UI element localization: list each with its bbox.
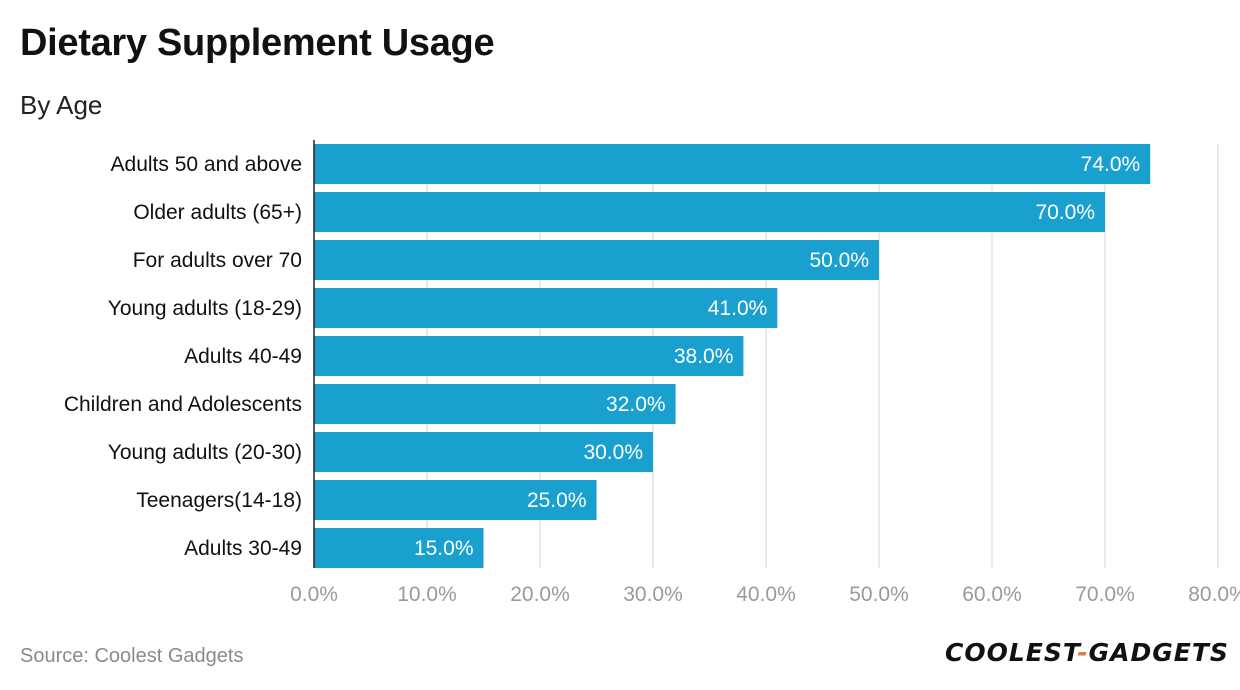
x-tick-label: 40.0% — [736, 583, 796, 606]
bar — [314, 480, 597, 520]
bar — [314, 384, 676, 424]
bar — [314, 240, 879, 280]
x-axis-ticks: 0.0% 10.0% 20.0% 30.0% 40.0% 50.0% 60.0% 70.0% 8… — [290, 583, 1240, 606]
brand-logo: COOLEST-GADGETS — [945, 638, 1229, 667]
value-labels: 74.0% 70.0% 50.0% 41.0% 38.0% 32.0% 30.0% 25.0%… — [414, 153, 1140, 560]
x-tick-label: 10.0% — [397, 583, 457, 606]
x-tick-label: 20.0% — [510, 583, 570, 606]
bar — [314, 144, 1151, 184]
category-label: Young adults (20-30) — [108, 441, 302, 464]
data-label: 30.0% — [583, 441, 643, 464]
x-tick-label: 80.0% — [1188, 583, 1240, 606]
data-label: 15.0% — [414, 537, 474, 560]
category-label: Children and Adolescents — [64, 393, 302, 416]
chart-title: Dietary Supplement Usage — [20, 22, 495, 64]
source-note: Source: Coolest Gadgets — [20, 645, 244, 667]
x-tick-label: 0.0% — [290, 583, 338, 606]
chart-subtitle: By Age — [20, 90, 103, 120]
category-label: Young adults (18-29) — [108, 297, 302, 320]
category-label: Adults 50 and above — [111, 153, 302, 176]
category-label: Teenagers(14-18) — [136, 489, 302, 512]
bars — [314, 144, 1151, 568]
category-label: For adults over 70 — [133, 249, 302, 272]
category-label: Adults 40-49 — [184, 345, 302, 368]
bar — [314, 432, 653, 472]
bar — [314, 528, 484, 568]
bar — [314, 288, 778, 328]
data-label: 38.0% — [674, 345, 734, 368]
brand-logo-right: GADGETS — [1088, 638, 1229, 667]
bar — [314, 336, 744, 376]
x-tick-label: 70.0% — [1075, 583, 1135, 606]
data-label: 74.0% — [1081, 153, 1141, 176]
brand-logo-dash: - — [1077, 638, 1089, 667]
x-tick-label: 60.0% — [962, 583, 1022, 606]
data-label: 41.0% — [708, 297, 768, 320]
category-label: Older adults (65+) — [133, 201, 302, 224]
x-tick-label: 50.0% — [849, 583, 909, 606]
bar — [314, 192, 1105, 232]
brand-logo-left: COOLEST — [945, 638, 1078, 667]
data-label: 70.0% — [1035, 201, 1095, 224]
data-label: 25.0% — [527, 489, 587, 512]
data-label: 32.0% — [606, 393, 666, 416]
category-labels: Adults 50 and above Older adults (65+) For… — [64, 153, 302, 560]
data-label: 50.0% — [809, 249, 869, 272]
x-tick-label: 30.0% — [623, 583, 683, 606]
category-label: Adults 30-49 — [184, 537, 302, 560]
